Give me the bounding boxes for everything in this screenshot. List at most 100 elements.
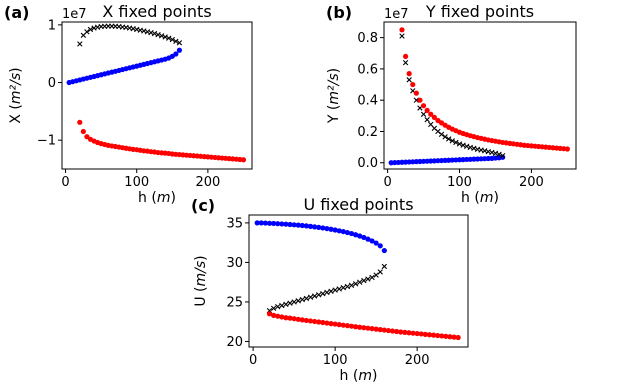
data-point [394,328,400,335]
data-point [435,128,441,135]
data-point [410,330,416,336]
data-point [299,296,306,303]
data-point [291,222,297,228]
series-3 [266,311,461,341]
y-tick-label: −1 [37,134,56,149]
y-tick-label: 0.2 [357,125,378,140]
y-tick-label: 20 [226,335,243,350]
data-point [420,111,427,117]
data-point [270,305,277,311]
data-point [279,302,285,309]
data-point [254,220,260,226]
chart-title: Y fixed points [425,2,534,21]
data-point [446,136,452,142]
x-tick-label: 100 [124,175,149,190]
data-point [328,226,334,232]
data-point [348,323,355,329]
data-point [275,304,281,310]
series-2 [399,33,506,159]
x-tick-label: 100 [323,353,348,368]
data-point [361,234,367,241]
data-point [279,221,285,227]
series-3 [399,27,570,152]
data-point [155,31,161,38]
y-tick-label: 0.0 [357,156,378,171]
data-point [240,157,247,163]
data-point [336,286,342,292]
axes-frame [248,214,469,348]
data-point [328,288,334,294]
data-point [460,142,466,148]
data-point [365,325,371,331]
y-tick-label: 0.8 [357,31,378,46]
data-point [410,81,416,88]
data-point [377,243,383,249]
data-point [340,228,346,235]
chart-title: X fixed points [102,2,211,21]
x-tick-label: 200 [405,353,430,368]
panel-2: (b) Y fixed points 1e7 0 100 200 0.0 0.2 0.4 0.6 0… [326,2,577,206]
data-point [77,119,83,125]
data-point [307,223,314,229]
data-point [406,77,412,83]
data-point [258,220,264,226]
data-point [369,238,375,244]
data-point [336,322,342,328]
panel-letter: (a) [4,3,29,22]
data-point [176,40,183,46]
data-point [455,334,461,341]
data-point [365,276,371,282]
series-1 [388,154,506,166]
data-point [271,312,277,318]
data-point [453,139,459,146]
data-point [332,287,338,293]
data-point [464,143,470,150]
data-point [283,301,289,308]
data-point [158,33,165,39]
x-axis-label: h (m) [138,190,176,206]
y-axis-label: Y (m²/s) [326,68,342,124]
x-tick-label: 0 [383,175,391,190]
data-point [332,227,338,233]
data-point [353,232,359,238]
y-axis-label: U (m/s) [193,255,209,306]
data-point [316,224,322,231]
data-point [344,323,351,329]
data-point [361,277,367,284]
data-point [303,317,310,324]
y-axis-label: X (m²/s) [8,67,24,123]
data-point [332,321,338,327]
data-point [402,329,408,335]
data-point [173,38,179,45]
data-point [361,325,367,331]
data-point [389,328,396,334]
x-tick-label: 0 [61,175,69,190]
data-point [418,331,424,337]
data-point [336,228,342,234]
y-tick-label: 1 [48,18,56,33]
data-point [449,138,456,144]
data-point [430,332,437,338]
data-point [428,111,434,117]
y-tick-label: 35 [226,216,243,231]
data-point [420,103,427,109]
data-point [299,317,305,323]
data-point [381,327,387,333]
y-exponent-label: 1e7 [384,7,409,22]
y-exponent-label: 1e7 [62,7,87,22]
data-point [316,319,322,325]
data-point [291,316,297,322]
data-point [312,224,318,230]
data-point [373,272,379,278]
x-tick-label: 200 [519,175,544,190]
x-tick-label: 200 [195,175,220,190]
chart-title: U fixed points [303,195,413,214]
data-point [357,324,363,330]
data-point [499,153,506,159]
data-point [402,53,409,60]
series-2 [266,263,388,314]
data-point [303,295,310,302]
data-point [377,269,383,275]
data-point [417,97,423,103]
data-point [307,318,314,324]
